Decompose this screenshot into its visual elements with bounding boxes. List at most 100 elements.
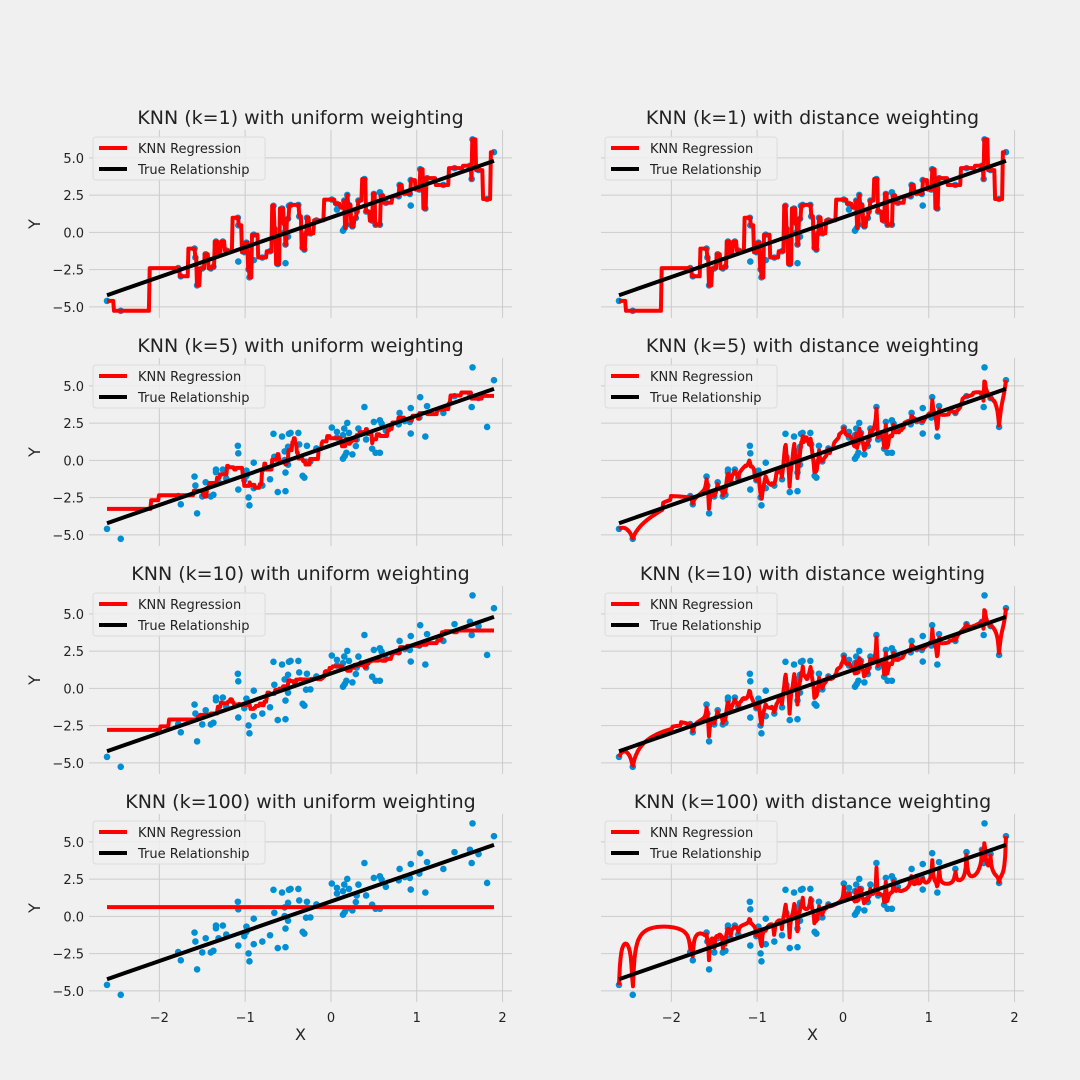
y-axis-label: Y: [25, 219, 44, 230]
y-tick-label: −5.0: [52, 985, 84, 1000]
y-tick-label: 5.0: [63, 152, 84, 167]
y-tick-label: −5.0: [52, 301, 84, 316]
data-point: [882, 874, 890, 882]
data-point: [845, 656, 853, 664]
data-point: [845, 884, 853, 892]
legend: KNN Regression True Relationship: [604, 592, 778, 637]
data-point: [746, 678, 754, 685]
legend: KNN Regression True Relationship: [92, 136, 266, 181]
data-point: [746, 258, 754, 265]
data-point: [361, 631, 368, 639]
data-point: [246, 730, 253, 737]
data-point: [192, 710, 199, 717]
data-point: [888, 677, 896, 685]
data-point: [271, 909, 278, 917]
data-point: [928, 849, 936, 857]
data-point: [192, 938, 199, 945]
data-point: [422, 889, 429, 896]
y-tick-label: 0.0: [63, 454, 84, 469]
subplot-title: KNN (k=10) with uniform weighting: [131, 563, 469, 585]
data-point: [813, 702, 820, 709]
legend-label-knn: KNN Regression: [650, 142, 753, 157]
legend-label-knn: KNN Regression: [138, 142, 241, 157]
data-point: [266, 931, 274, 939]
data-point: [234, 714, 242, 721]
data-point: [416, 621, 424, 629]
data-point: [370, 418, 378, 426]
data-point: [193, 738, 201, 745]
data-point: [468, 631, 475, 639]
data-point: [908, 865, 915, 873]
data-point: [705, 738, 713, 745]
data-point: [250, 687, 258, 695]
data-point: [295, 669, 303, 676]
data-point: [117, 763, 125, 771]
data-point: [245, 494, 252, 501]
data-point: [407, 886, 415, 893]
data-point: [908, 409, 915, 417]
data-point: [274, 716, 282, 724]
subplot-8: −2 −1 0 1 2 KNN (k=100) with distance weighti…: [601, 791, 1024, 1044]
data-point: [339, 887, 347, 895]
data-point: [340, 653, 348, 660]
legend-label-true: True Relationship: [649, 619, 762, 634]
data-point: [807, 885, 814, 893]
data-point: [799, 657, 806, 665]
data-point: [345, 657, 353, 665]
data-point: [908, 637, 915, 645]
data-point: [705, 510, 713, 517]
legend: KNN Regression True Relationship: [92, 364, 266, 409]
data-point: [245, 722, 252, 729]
data-point: [103, 981, 111, 989]
data-point: [952, 865, 959, 873]
subplot-title: KNN (k=1) with uniform weighting: [137, 107, 463, 129]
data-point: [234, 898, 242, 906]
data-point: [191, 701, 198, 708]
data-point: [807, 657, 814, 665]
data-point: [103, 753, 111, 761]
data-point: [873, 859, 880, 867]
y-tick-label: −2.5: [52, 720, 84, 735]
legend-label-true: True Relationship: [137, 391, 250, 406]
data-point: [786, 944, 794, 952]
data-point: [934, 661, 941, 668]
x-tick-label: 0: [839, 1011, 847, 1026]
legend-label-true: True Relationship: [649, 847, 762, 862]
data-point: [919, 632, 927, 640]
true-relationship-line: [618, 158, 1007, 298]
knn-regression-line: [105, 628, 496, 732]
data-point: [852, 881, 860, 888]
data-point: [407, 632, 415, 640]
data-point: [490, 604, 498, 612]
data-point: [790, 661, 798, 668]
legend-box: [92, 136, 266, 181]
data-point: [919, 860, 927, 868]
data-point: [861, 679, 868, 686]
data-point: [349, 679, 356, 686]
data-point: [790, 889, 798, 896]
data-point: [483, 879, 491, 887]
data-point: [328, 424, 336, 431]
data-point: [407, 404, 415, 412]
y-tick-label: 2.5: [63, 873, 84, 888]
legend: KNN Regression True Relationship: [604, 136, 778, 181]
y-tick-label: −2.5: [52, 948, 84, 963]
data-point: [888, 905, 896, 913]
data-point: [782, 886, 789, 894]
data-point: [919, 202, 927, 209]
data-point: [103, 525, 111, 533]
data-point: [935, 858, 943, 866]
subplot-7: −2 −1 0 1 2 −5.0 −2.5 0.0 2.5 5.0 KNN (k=100) with…: [25, 791, 512, 1044]
knn-regression-line: [105, 390, 496, 511]
legend-label-true: True Relationship: [137, 847, 250, 862]
data-point: [278, 661, 286, 668]
subplot-title: KNN (k=5) with uniform weighting: [137, 335, 463, 357]
data-point: [287, 657, 294, 665]
data-point: [771, 938, 778, 945]
data-point: [758, 730, 765, 737]
data-point: [710, 949, 718, 956]
data-point: [762, 915, 770, 923]
data-point: [483, 423, 491, 431]
data-point: [266, 475, 274, 483]
y-tick-label: 5.0: [63, 608, 84, 623]
